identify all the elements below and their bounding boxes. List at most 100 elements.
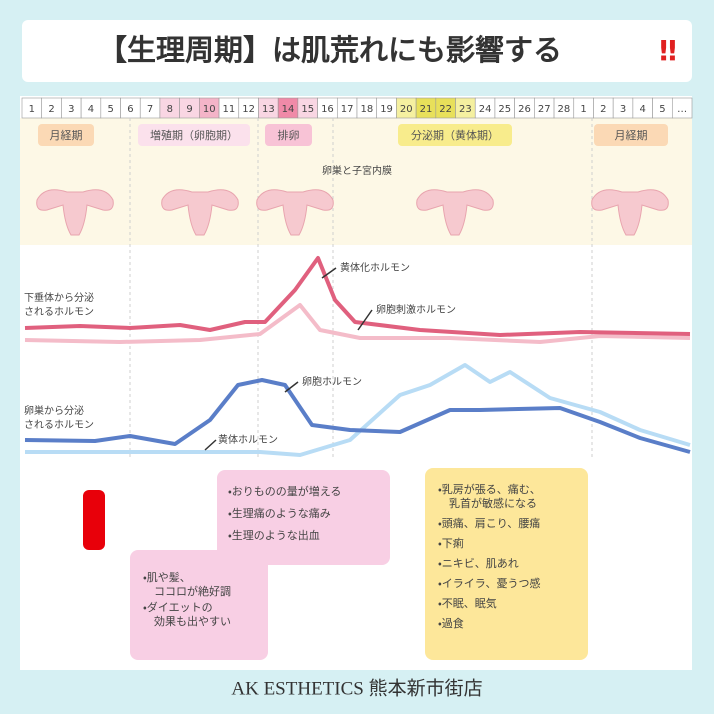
lh-curve — [24, 256, 691, 337]
phase-box — [398, 124, 512, 146]
pointer — [204, 439, 217, 451]
day-label: 5 — [659, 104, 665, 115]
phase-label: 月経期 — [50, 129, 83, 142]
row-label: されるホルモン — [24, 306, 94, 318]
note-line: ・ニキビ、肌あれ — [438, 557, 519, 570]
day-label: 2 — [600, 104, 606, 115]
uterus-icon — [161, 189, 239, 236]
curve-pointers — [204, 267, 373, 451]
note-line: ・生理のような出血 — [228, 528, 320, 542]
row-label: 下垂体から分泌 — [24, 291, 94, 304]
title-band — [22, 20, 692, 82]
day-label: 4 — [88, 104, 94, 115]
ovary-band — [20, 118, 692, 245]
notes: ・おりものの量が増える・生理痛のような痛み・生理のような出血・肌や髪、 ココロが… — [143, 482, 541, 630]
day-label: 18 — [360, 104, 373, 115]
day-cell — [671, 97, 693, 119]
red-marker — [83, 490, 105, 550]
day-label: … — [677, 104, 687, 115]
day-label: 21 — [420, 104, 433, 115]
day-label: 13 — [262, 104, 275, 115]
phase-box — [138, 124, 250, 146]
day-label: 23 — [459, 104, 472, 115]
footer: AK ESTHETICS 熊本新市街店 — [231, 677, 482, 699]
day-label: 26 — [518, 104, 531, 115]
day-row: 1 2 3 4 5 6 7 8 9 10 11 12 13 14 15 16 17 18 19 20 21 22 23 24 2… — [21, 97, 693, 119]
day-label: 1 — [580, 104, 586, 115]
curve-label: 黄体ホルモン — [218, 433, 278, 446]
note-line: ココロが絶好調 — [143, 584, 231, 598]
day-label: 6 — [127, 104, 133, 115]
note-box — [130, 550, 268, 660]
day-label: 5 — [107, 104, 113, 115]
progesterone-curve — [25, 363, 691, 457]
day-label: 7 — [147, 104, 153, 115]
day-label: 4 — [640, 104, 646, 115]
note-line: ・過食 — [438, 617, 464, 630]
row-label: されるホルモン — [24, 419, 94, 431]
note-line: ・イライラ、憂うつ感 — [438, 576, 541, 590]
note-line: ・頭痛、肩こり、腰痛 — [438, 517, 540, 530]
note-box — [217, 470, 390, 565]
note-line: ・生理痛のような痛み — [228, 506, 331, 520]
uterus-icon — [416, 189, 494, 236]
pointer — [321, 267, 337, 279]
curve-label: 黄体化ホルモン — [340, 261, 410, 274]
day-label: 3 — [620, 104, 626, 115]
day-label: 14 — [282, 104, 295, 115]
phase-box — [38, 124, 94, 146]
fsh-curve — [24, 303, 691, 344]
day-label: 20 — [400, 104, 413, 115]
phase-label: 増殖期（卵胞期） — [150, 128, 238, 142]
note-line: ・おりものの量が増える — [228, 484, 341, 498]
day-label: 8 — [167, 104, 173, 115]
uterus-icon — [256, 189, 334, 236]
day-label: 12 — [242, 104, 255, 115]
curve-label: 卵胞ホルモン — [302, 375, 362, 388]
ovary-label: 卵巣と子宮内膜 — [322, 164, 392, 177]
phase-box — [265, 124, 312, 146]
day-label: 9 — [186, 104, 192, 115]
day-label: 10 — [203, 104, 216, 115]
day-label: 22 — [439, 104, 452, 115]
phase-labels: 月経期 増殖期（卵胞期） 排卵 分泌期（黄体期） 月経期 — [38, 124, 668, 146]
uterus-icon — [36, 189, 114, 236]
day-label: 19 — [380, 104, 393, 115]
day-label: 1 — [29, 104, 35, 115]
note-box — [425, 468, 588, 660]
note-line: ・不眠、眠気 — [438, 596, 497, 610]
note-line: ・ダイエットの — [143, 600, 213, 614]
day-label: 27 — [538, 104, 551, 115]
day-label: 17 — [341, 104, 354, 115]
note-line: 効果も出やすい — [143, 615, 231, 628]
row-label: 卵巣から分泌 — [24, 404, 84, 417]
day-label: 16 — [321, 104, 334, 115]
estrogen-curve — [24, 378, 691, 454]
hormone-curves — [24, 256, 691, 457]
curve-label: 卵胞刺激ホルモン — [376, 303, 456, 316]
uterus-icons — [36, 189, 669, 236]
day-label: 28 — [558, 104, 571, 115]
day-label: 11 — [223, 104, 236, 115]
day-label: 24 — [479, 104, 492, 115]
pointer — [357, 309, 373, 331]
title-mark: ‼ — [659, 34, 677, 67]
phase-dividers — [129, 118, 593, 460]
day-label: 25 — [498, 104, 511, 115]
title: 【生理周期】は肌荒れにも影響する — [98, 33, 562, 67]
phase-label: 月経期 — [615, 129, 648, 142]
note-line: ・下痢 — [438, 537, 464, 550]
note-line: 乳首が敏感になる — [438, 496, 537, 510]
note-line: ・乳房が張る、痛む、 — [438, 482, 541, 496]
day-label: 2 — [48, 104, 54, 115]
phase-box — [594, 124, 668, 146]
phase-label: 排卵 — [278, 128, 300, 142]
day-label: 3 — [68, 104, 74, 115]
phase-label: 分泌期（黄体期） — [411, 128, 499, 142]
day-label: 15 — [301, 104, 314, 115]
uterus-icon — [591, 189, 669, 236]
pointer — [284, 381, 299, 393]
